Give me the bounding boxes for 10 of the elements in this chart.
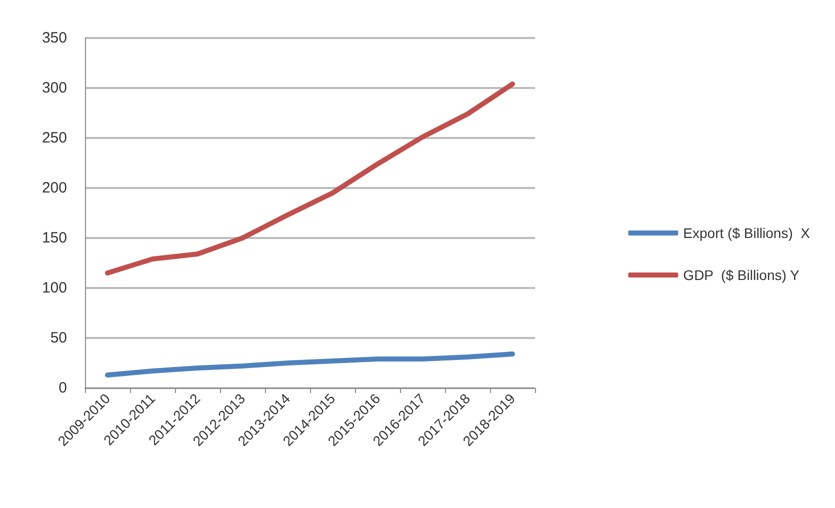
legend-label: GDP ($ Billions) Y: [683, 267, 800, 283]
legend-label: Export ($ Billions) X: [683, 225, 811, 241]
y-tick-label: 300: [42, 80, 67, 96]
y-tick-label: 0: [58, 380, 67, 396]
y-tick-label: 150: [42, 230, 67, 246]
y-tick-label: 200: [42, 180, 67, 196]
y-tick-label: 350: [42, 30, 67, 46]
y-tick-label: 250: [42, 130, 67, 146]
y-tick-label: 50: [50, 330, 67, 346]
y-tick-label: 100: [42, 280, 67, 296]
